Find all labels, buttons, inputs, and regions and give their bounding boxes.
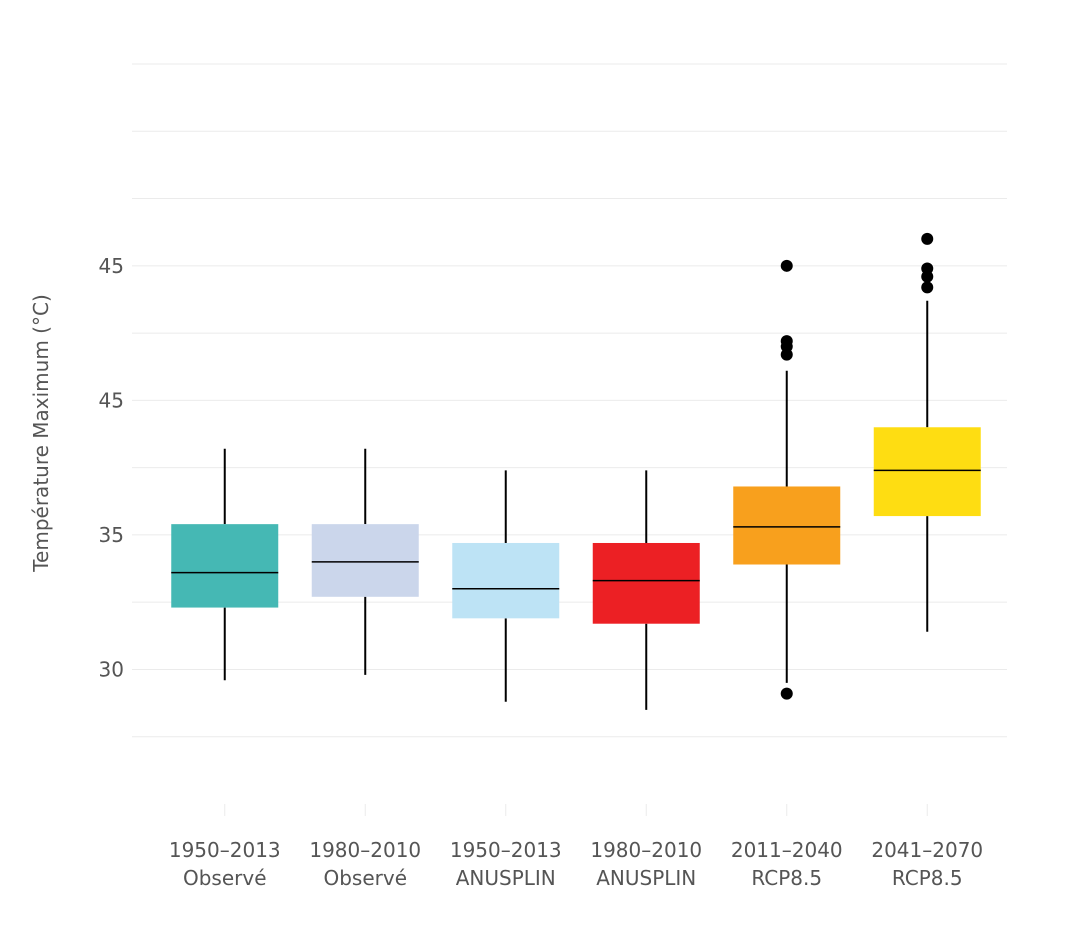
y-tick-label: 30 [99,657,124,681]
x-tick-label: 2041–2070 [871,838,983,862]
boxes [171,232,981,710]
box-body [452,542,560,619]
y-axis-ticks: 30 35 45 45 [99,254,124,682]
box-1 [171,448,279,681]
box-6 [873,232,981,632]
box-body [873,427,981,517]
box-body [592,542,700,624]
outlier-point [921,232,934,245]
outlier-point [780,259,793,272]
x-tick-sublabel: RCP8.5 [751,866,822,890]
x-tick-label: 1980–2010 [590,838,702,862]
box-body [311,524,419,597]
x-tick-sublabel: ANUSPLIN [456,866,556,890]
x-tick-sublabel: Observé [183,866,267,890]
x-axis-ticks: 1950–2013 Observé 1980–2010 Observé 1950–201… [169,838,983,890]
y-axis-title: Température Maximum (°C) [29,294,53,573]
y-tick-label: 35 [99,523,124,547]
box-5 [733,259,841,700]
x-tick-sublabel: Observé [323,866,407,890]
box-2 [311,448,419,675]
box-4 [592,470,700,710]
x-tick-sublabel: RCP8.5 [892,866,963,890]
box-3 [452,470,560,702]
box-body [733,486,841,565]
outlier-point [921,281,934,294]
x-tick-sublabel: ANUSPLIN [596,866,696,890]
x-tick-label: 1950–2013 [450,838,562,862]
x-tick-label: 1950–2013 [169,838,281,862]
box-body [171,524,279,608]
x-tick-label: 2011–2040 [731,838,843,862]
y-tick-label: 45 [99,254,124,278]
y-tick-label: 45 [99,388,124,412]
outlier-point [921,262,934,275]
outlier-point [780,687,793,700]
outlier-point [780,335,793,348]
x-tick-label: 1980–2010 [309,838,421,862]
